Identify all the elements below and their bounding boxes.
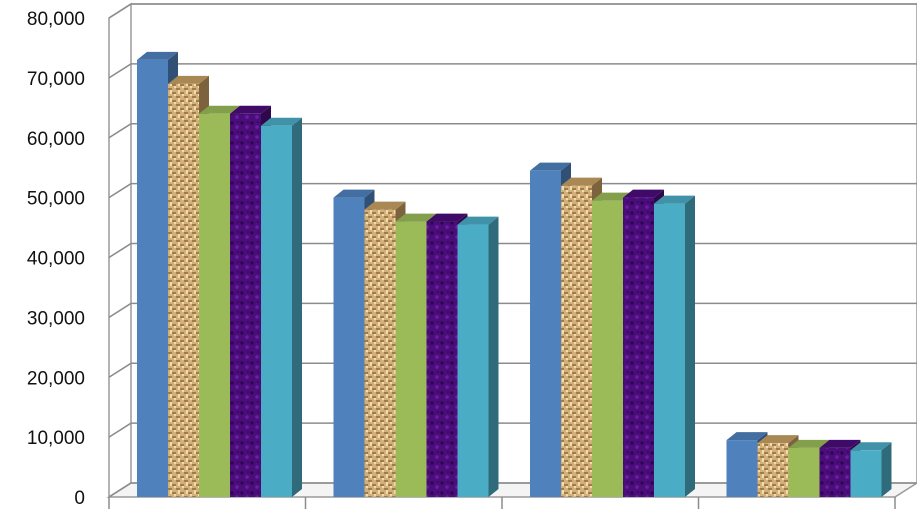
bar-c3-s5 — [654, 195, 695, 498]
y-tick-label: 70,000 — [27, 69, 85, 90]
y-tick-label: 40,000 — [27, 249, 85, 270]
y-tick-label: 30,000 — [27, 308, 85, 329]
gridline — [108, 63, 917, 79]
y-tick-label: 60,000 — [27, 129, 85, 150]
y-tick-label: 20,000 — [27, 368, 85, 389]
y-tick-label: 80,000 — [27, 9, 85, 30]
y-tick-label: 0 — [74, 488, 85, 509]
bar-c4-s5 — [850, 442, 892, 497]
y-tick-label: 10,000 — [27, 428, 85, 449]
bar-c1-s5 — [261, 117, 302, 498]
bar-c2-s5 — [457, 216, 499, 497]
y-tick-label: 50,000 — [27, 189, 85, 210]
gridline — [108, 3, 917, 19]
gridline — [108, 122, 917, 139]
bars — [137, 51, 892, 498]
gridline — [108, 182, 917, 199]
y-axis-tick-labels: 0 10,000 20,000 30,000 40,000 50,000 60,000 70,… — [27, 9, 85, 509]
